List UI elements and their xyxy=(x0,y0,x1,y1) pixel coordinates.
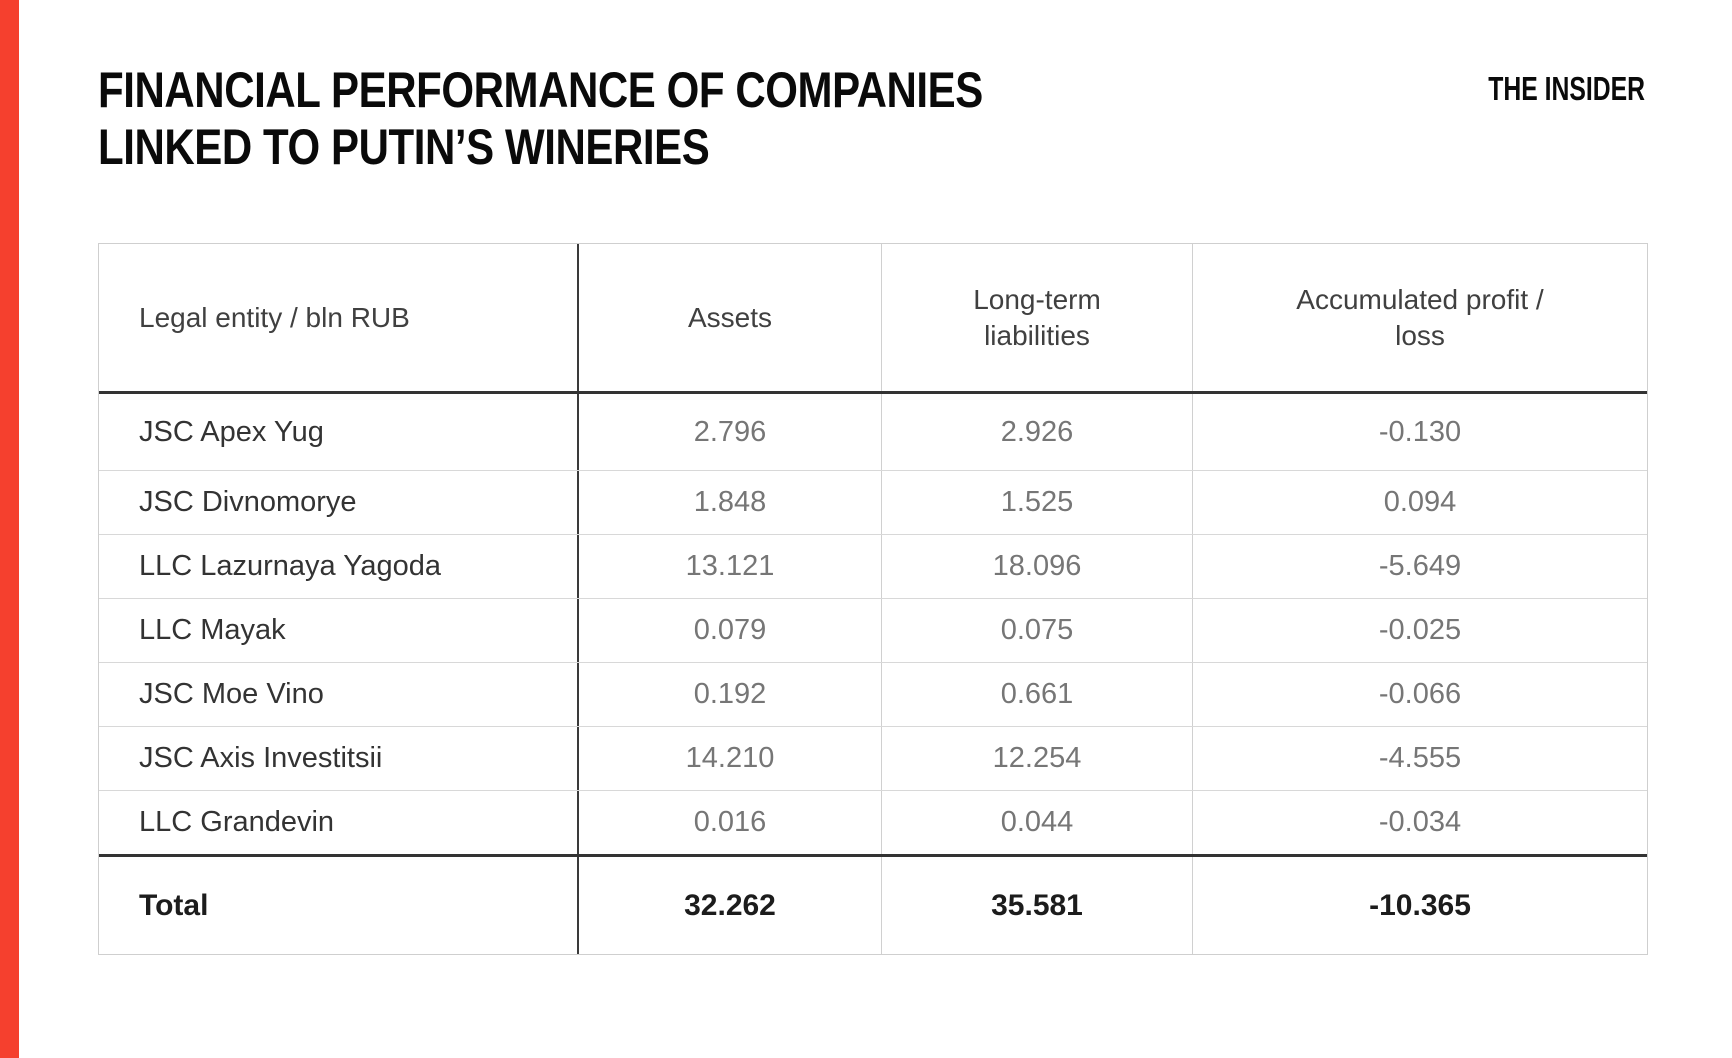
total-profit: -10.365 xyxy=(1369,888,1471,922)
cell-entity: LLC Lazurnaya Yagoda xyxy=(99,535,579,598)
cell-entity: JSC Axis Investitsii xyxy=(99,727,579,790)
table-row: LLC Grandevin 0.016 0.044 -0.034 xyxy=(99,790,1647,854)
cell-liabilities: 2.926 xyxy=(882,394,1193,470)
col-header-longterm-liabilities: Long-term liabilities xyxy=(882,244,1193,391)
col-header-longterm-line2: liabilities xyxy=(984,319,1090,351)
the-insider-logo: THE INSIDER xyxy=(1488,70,1645,107)
cell-assets: 13.121 xyxy=(579,535,882,598)
col-header-longterm-line1: Long-term xyxy=(973,283,1101,315)
cell-profit: -0.034 xyxy=(1378,806,1462,838)
page-title-line1: FINANCIAL PERFORMANCE OF COMPANIES xyxy=(98,62,983,118)
cell-entity: LLC Mayak xyxy=(99,599,579,662)
col-header-accumulated-line1: Accumulated profit / xyxy=(1296,283,1544,315)
cell-entity: JSC Divnomorye xyxy=(99,471,579,534)
cell-profit: -4.555 xyxy=(1378,742,1462,774)
total-assets: 32.262 xyxy=(579,857,882,954)
cell-liabilities: 18.096 xyxy=(882,535,1193,598)
cell-entity: LLC Grandevin xyxy=(99,791,579,854)
col-header-legal-entity: Legal entity / bln RUB xyxy=(99,244,579,391)
cell-entity: JSC Apex Yug xyxy=(99,394,579,470)
table-row: JSC Apex Yug 2.796 2.926 -0.130 xyxy=(99,394,1647,470)
cell-profit: -0.025 xyxy=(1378,614,1462,646)
cell-liabilities: 12.254 xyxy=(882,727,1193,790)
cell-assets: 0.192 xyxy=(579,663,882,726)
table-row: LLC Mayak 0.079 0.075 -0.025 xyxy=(99,598,1647,662)
cell-profit: -5.649 xyxy=(1378,550,1462,582)
page-title-line2: LINKED TO PUTIN’S WINERIES xyxy=(98,119,710,175)
cell-liabilities: 0.661 xyxy=(882,663,1193,726)
cell-liabilities: 1.525 xyxy=(882,471,1193,534)
table-total-row: Total 32.262 35.581 -10.365 xyxy=(99,854,1647,954)
cell-liabilities: 0.075 xyxy=(882,599,1193,662)
table-row: LLC Lazurnaya Yagoda 13.121 18.096 -5.64… xyxy=(99,534,1647,598)
cell-assets: 1.848 xyxy=(579,471,882,534)
total-label: Total xyxy=(99,857,579,954)
col-header-accumulated-profit: Accumulated profit / loss xyxy=(1193,244,1647,391)
table-row: JSC Moe Vino 0.192 0.661 -0.066 xyxy=(99,662,1647,726)
cell-liabilities: 0.044 xyxy=(882,791,1193,854)
total-liabilities: 35.581 xyxy=(882,857,1193,954)
col-header-legal-entity-label: Legal entity / bln RUB xyxy=(139,301,410,333)
cell-profit: -0.066 xyxy=(1378,678,1462,710)
col-header-assets: Assets xyxy=(579,244,882,391)
col-header-accumulated-line2: loss xyxy=(1395,319,1445,351)
financial-table: Legal entity / bln RUB Assets Long-term … xyxy=(98,243,1648,955)
col-header-assets-label: Assets xyxy=(687,301,773,333)
cell-profit: -0.130 xyxy=(1378,415,1462,448)
cell-assets: 0.016 xyxy=(579,791,882,854)
col-header-longterm-liabilities-label: Long-term liabilities xyxy=(973,282,1101,354)
page-title: FINANCIAL PERFORMANCE OF COMPANIES LINKE… xyxy=(98,62,983,176)
col-header-accumulated-profit-label: Accumulated profit / loss xyxy=(1296,282,1543,354)
cell-profit: 0.094 xyxy=(1383,486,1457,518)
table-row: JSC Axis Investitsii 14.210 12.254 -4.55… xyxy=(99,726,1647,790)
cell-assets: 0.079 xyxy=(579,599,882,662)
table-row: JSC Divnomorye 1.848 1.525 0.094 xyxy=(99,470,1647,534)
table-header-row: Legal entity / bln RUB Assets Long-term … xyxy=(99,244,1647,394)
cell-assets: 2.796 xyxy=(579,394,882,470)
cell-assets: 14.210 xyxy=(579,727,882,790)
cell-entity: JSC Moe Vino xyxy=(99,663,579,726)
accent-bar xyxy=(0,0,19,1058)
